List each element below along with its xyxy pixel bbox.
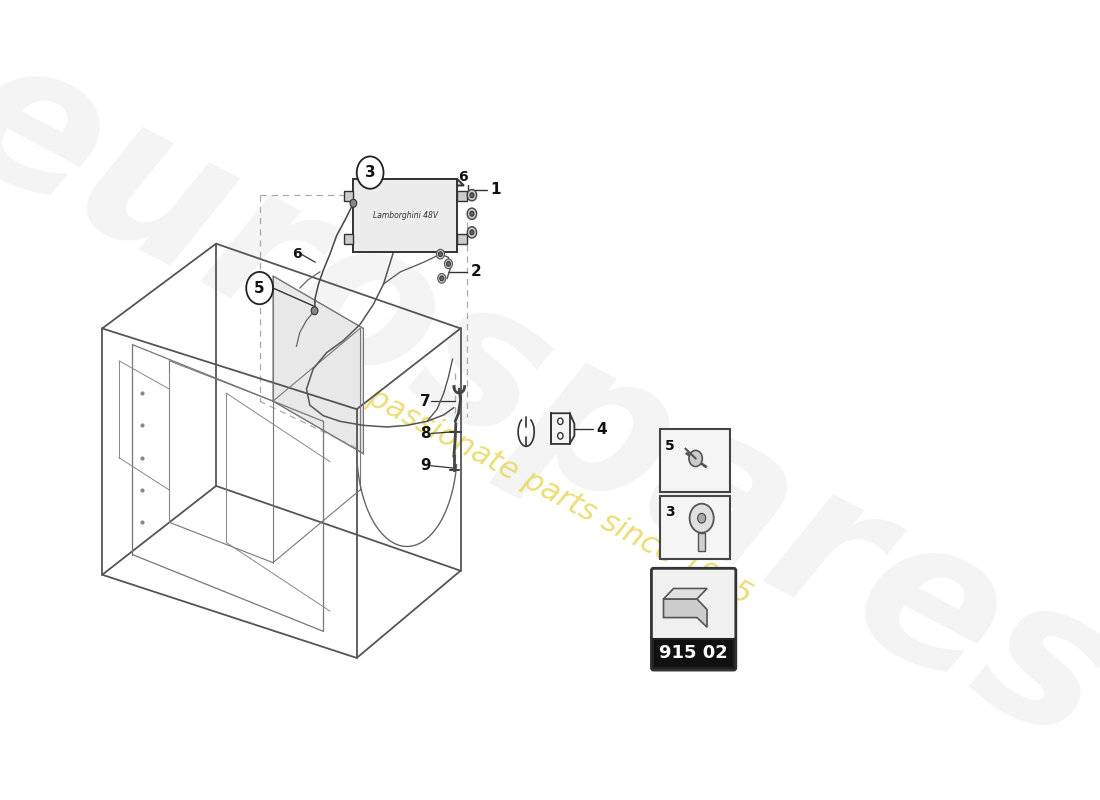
- Circle shape: [689, 450, 702, 466]
- Circle shape: [311, 306, 318, 314]
- Text: 6: 6: [458, 170, 468, 184]
- Text: 5: 5: [254, 281, 265, 295]
- Circle shape: [440, 276, 443, 281]
- Circle shape: [468, 226, 476, 238]
- Bar: [660, 496, 730, 558]
- Text: 2: 2: [471, 265, 482, 279]
- Circle shape: [350, 199, 356, 207]
- Circle shape: [558, 418, 563, 425]
- Bar: [458, 191, 466, 201]
- Circle shape: [439, 252, 442, 257]
- Circle shape: [558, 433, 563, 439]
- FancyBboxPatch shape: [651, 568, 736, 670]
- Bar: [458, 234, 466, 244]
- Circle shape: [468, 208, 476, 219]
- Circle shape: [438, 274, 446, 283]
- Circle shape: [356, 157, 384, 189]
- Circle shape: [246, 272, 273, 304]
- Circle shape: [470, 230, 474, 234]
- Circle shape: [447, 262, 451, 266]
- Text: 5: 5: [664, 439, 674, 453]
- Bar: [660, 430, 730, 492]
- Circle shape: [690, 504, 714, 533]
- Bar: [698, 533, 705, 550]
- Bar: [344, 234, 353, 244]
- Circle shape: [470, 193, 474, 198]
- Text: Lamborghini 48V: Lamborghini 48V: [373, 211, 438, 220]
- Text: 8: 8: [420, 426, 430, 441]
- Circle shape: [468, 190, 476, 201]
- Circle shape: [470, 211, 474, 216]
- Circle shape: [697, 514, 706, 523]
- Text: eurospares: eurospares: [0, 16, 1100, 786]
- Text: 3: 3: [664, 506, 674, 519]
- Bar: [344, 191, 353, 201]
- Polygon shape: [353, 179, 464, 186]
- Polygon shape: [273, 276, 363, 454]
- Polygon shape: [663, 589, 707, 599]
- Polygon shape: [663, 599, 707, 627]
- Text: 7: 7: [420, 394, 430, 409]
- Text: 9: 9: [420, 458, 430, 474]
- Bar: [653, 639, 734, 668]
- Circle shape: [437, 250, 444, 259]
- Text: 4: 4: [596, 422, 606, 437]
- Circle shape: [444, 259, 452, 269]
- Text: 3: 3: [365, 165, 375, 180]
- Polygon shape: [353, 179, 458, 252]
- Text: 1: 1: [491, 182, 502, 197]
- Text: a passionate parts since 1985: a passionate parts since 1985: [338, 370, 757, 610]
- Text: 915 02: 915 02: [659, 644, 728, 662]
- Text: 6: 6: [292, 247, 301, 261]
